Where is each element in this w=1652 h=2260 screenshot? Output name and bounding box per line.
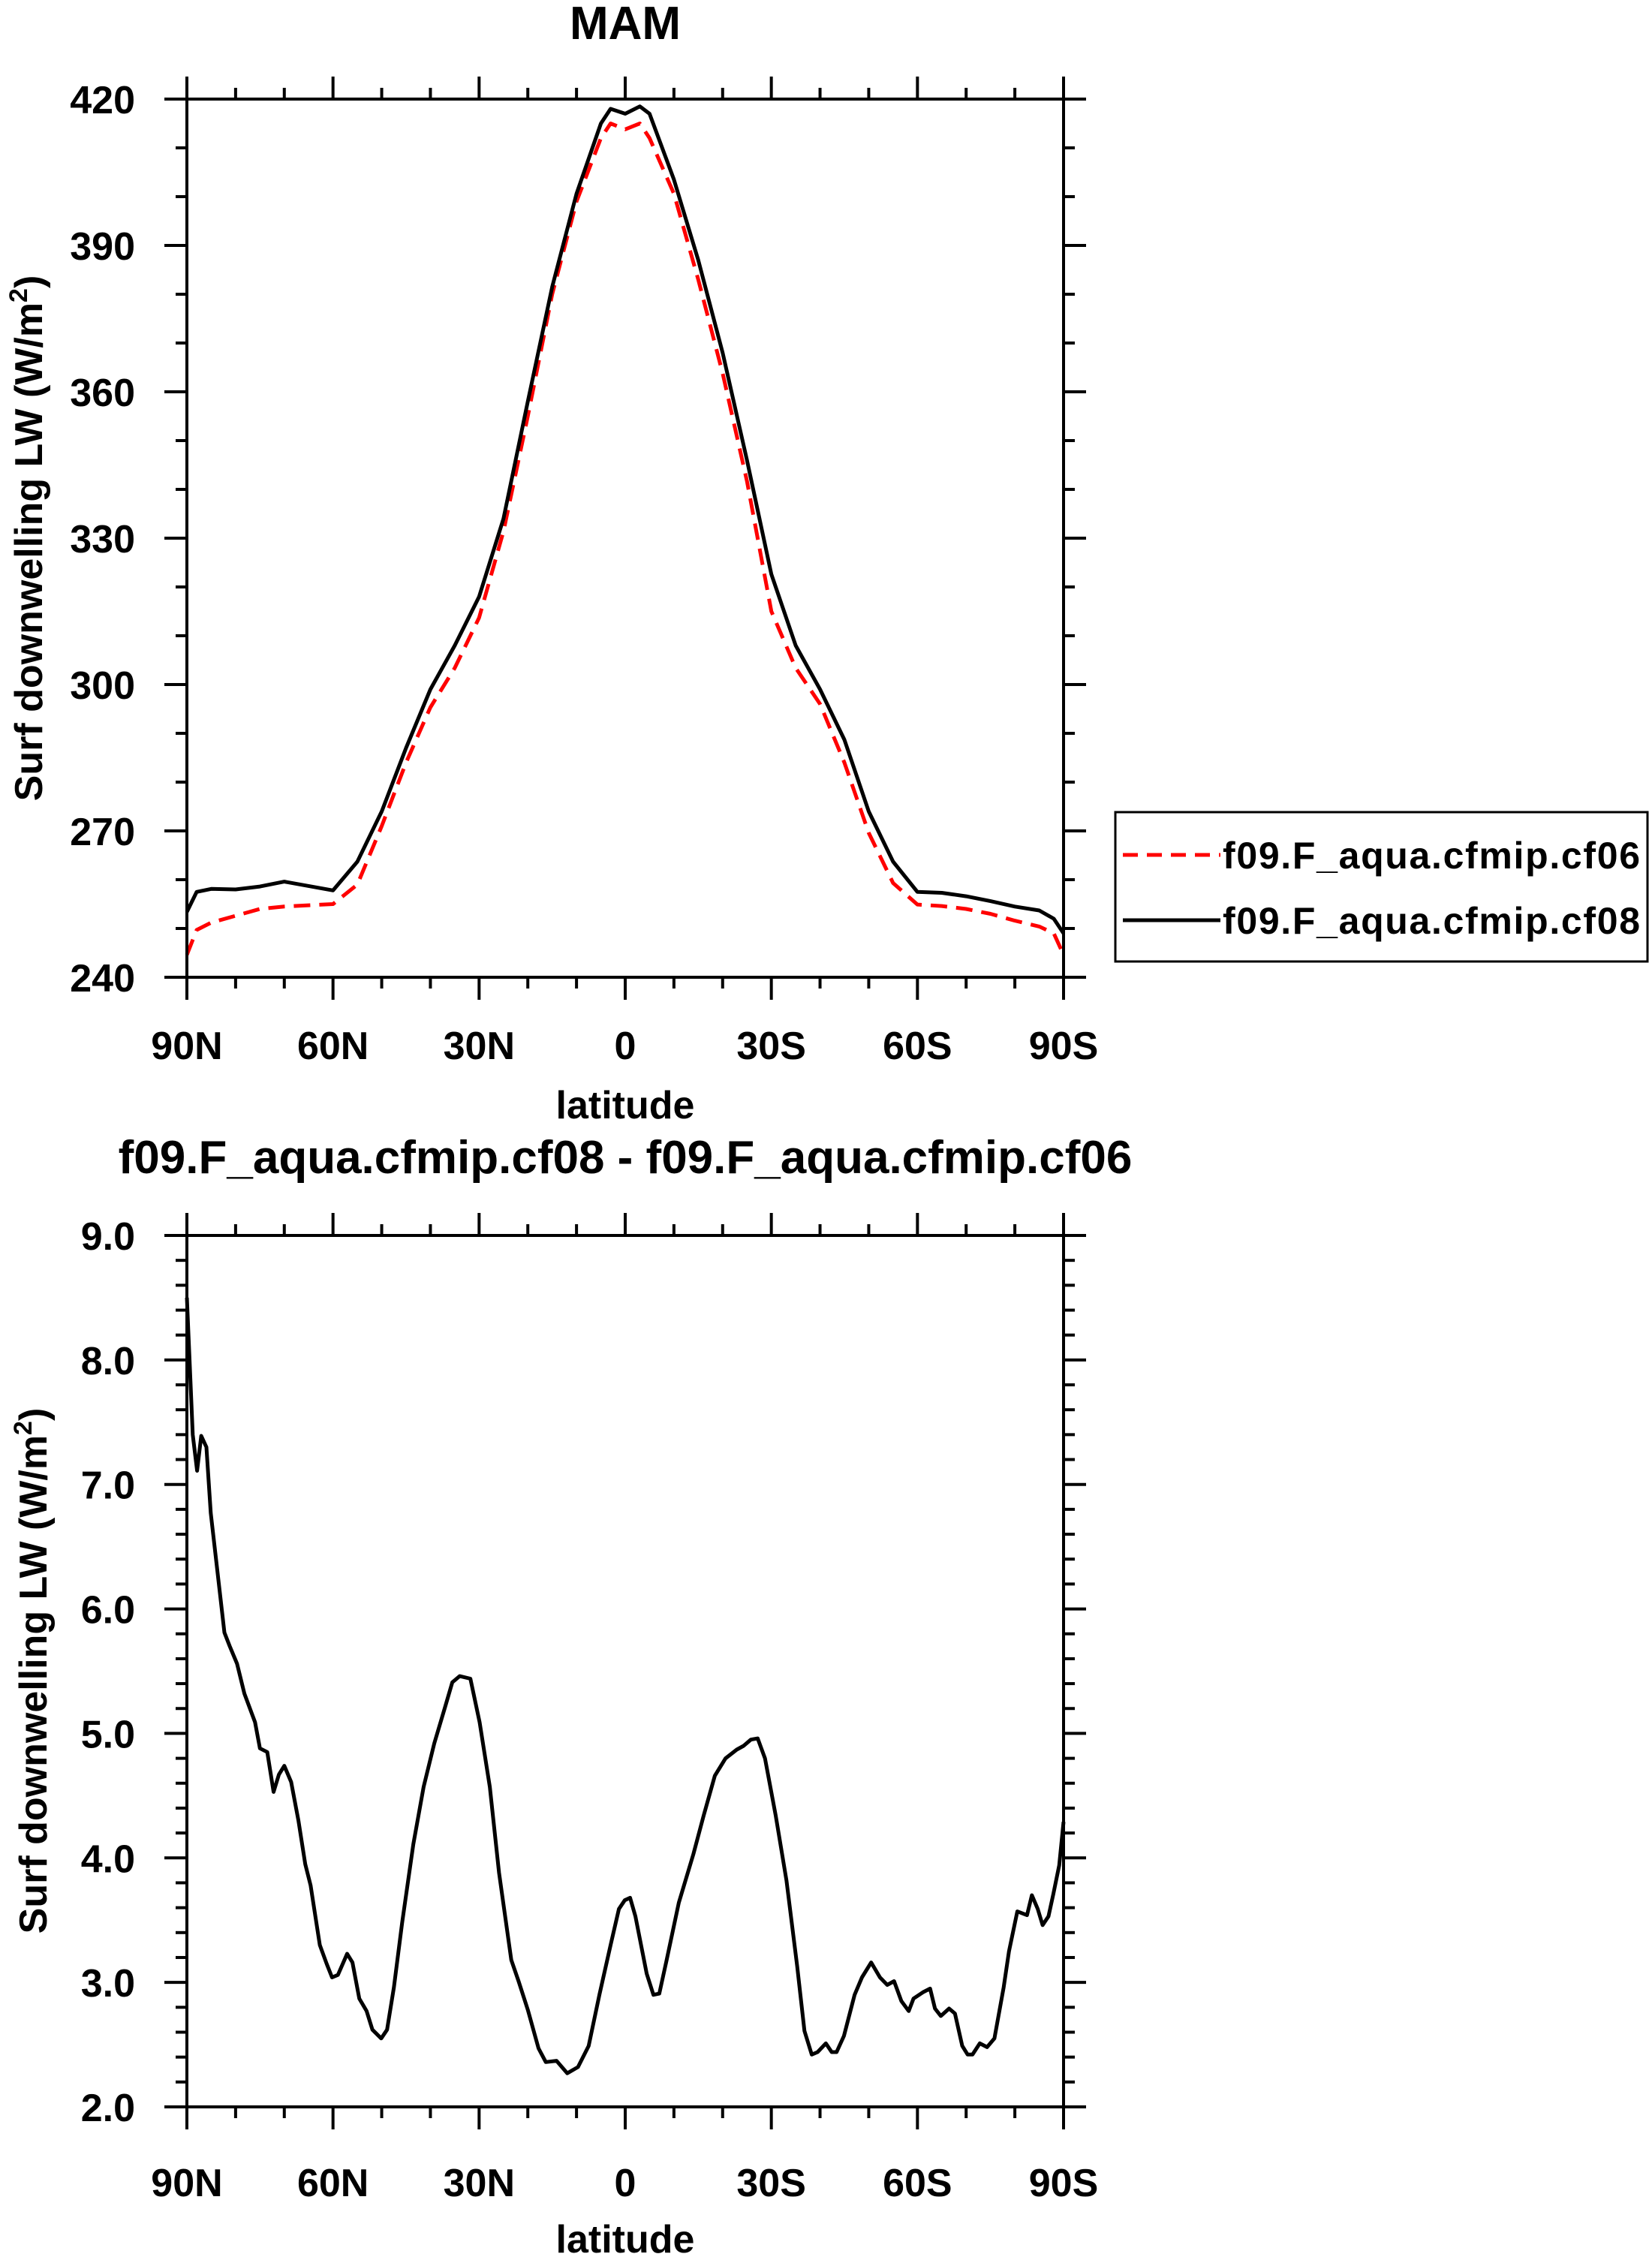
y-axis-label-end: ) — [8, 275, 51, 288]
plot-frame — [185, 98, 1065, 979]
y-axis-label-superscript: 2 — [9, 1421, 38, 1435]
plot-title: MAM — [570, 0, 681, 50]
x-axis-label: latitude — [556, 2218, 695, 2260]
y-tick-label: 330 — [70, 518, 135, 561]
y-tick-label: 8.0 — [81, 1340, 135, 1383]
x-tick-label: 90S — [1029, 2162, 1099, 2205]
y-axis-label-superscript: 2 — [5, 288, 33, 302]
x-axis-label: latitude — [556, 1084, 695, 1127]
y-tick-label: 390 — [70, 225, 135, 269]
legend-label-cf08: f09.F_aqua.cfmip.cf08 — [1223, 900, 1640, 942]
y-axis-label-end: ) — [12, 1408, 56, 1421]
y-axis-label: Surf downwelling LW (W/m2) — [9, 1408, 56, 1934]
ticks: 90N 60N 30N 0 30S 60S 90S 240 270 300 330 360 390 420 — [70, 77, 1098, 1068]
legend-box — [1114, 811, 1649, 963]
y-tick-label: 270 — [70, 811, 135, 854]
y-tick-label: 5.0 — [81, 1713, 135, 1756]
y-tick-label: 3.0 — [81, 1962, 135, 2006]
y-tick-label: 7.0 — [81, 1464, 135, 1508]
y-tick-label: 240 — [70, 957, 135, 1001]
x-tick-label: 30N — [444, 2162, 515, 2205]
series-line-f09-f-aqua-cfmip-cf06 — [185, 122, 1066, 956]
y-tick-label: 420 — [70, 79, 135, 122]
y-axis-label: Surf downwelling LW (W/m2) — [5, 275, 51, 802]
y-tick-label: 4.0 — [81, 1837, 135, 1881]
x-tick-label: 30S — [736, 1025, 806, 1068]
x-tick-label: 0 — [615, 1025, 636, 1068]
series-line-f09-f-aqua-cfmip-cf08 — [185, 104, 1066, 934]
x-tick-label: 30S — [736, 2162, 806, 2205]
x-tick-label: 60N — [297, 1025, 369, 1068]
series-lines — [185, 1297, 1066, 2075]
y-tick-label: 2.0 — [81, 2087, 135, 2130]
series-line-f09-f-aqua-cfmip-cf08-f09-f-aqua-cfmip-cf06 — [185, 1297, 1066, 2075]
top-panel-mam: MAM latitude Surf downwelling LW (W/m2) … — [5, 0, 1098, 1127]
x-tick-label: 60N — [297, 2162, 369, 2205]
bottom-panel-difference: f09.F_aqua.cfmip.cf08 - f09.F_aqua.cfmip… — [9, 1132, 1132, 2260]
y-tick-label: 9.0 — [81, 1215, 135, 1259]
legend-label-cf06: f09.F_aqua.cfmip.cf06 — [1223, 835, 1640, 877]
y-tick-label: 360 — [70, 372, 135, 415]
x-tick-label: 90N — [151, 2162, 222, 2205]
x-tick-label: 30N — [444, 1025, 515, 1068]
x-tick-label: 90S — [1029, 1025, 1099, 1068]
legend: f09.F_aqua.cfmip.cf06 f09.F_aqua.cfmip.c… — [1114, 811, 1649, 963]
ticks: 90N 60N 30N 0 30S 60S 90S 2.0 3.0 4.0 5.0 6.0 7.0 8.0… — [81, 1213, 1099, 2205]
y-tick-label: 300 — [70, 664, 135, 708]
x-tick-label: 90N — [151, 1025, 222, 1068]
y-tick-label: 6.0 — [81, 1589, 135, 1633]
x-tick-label: 60S — [883, 1025, 952, 1068]
y-axis-label-text: Surf downwelling LW (W/m — [8, 302, 51, 801]
plot-frame — [185, 1234, 1065, 2108]
x-tick-label: 60S — [883, 2162, 952, 2205]
x-tick-label: 0 — [615, 2162, 636, 2205]
plot-title: f09.F_aqua.cfmip.cf08 - f09.F_aqua.cfmip… — [119, 1132, 1133, 1184]
series-lines — [185, 104, 1066, 956]
y-axis-label-text: Surf downwelling LW (W/m — [12, 1435, 56, 1933]
